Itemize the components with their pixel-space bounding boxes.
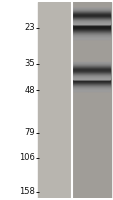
Text: 23: 23 — [25, 23, 35, 32]
Text: 106: 106 — [19, 153, 35, 162]
Text: 79: 79 — [25, 128, 35, 137]
Text: 158: 158 — [19, 187, 35, 196]
Bar — [72, 2, 110, 198]
Text: 35: 35 — [25, 59, 35, 68]
Bar — [37, 2, 71, 198]
Text: 48: 48 — [25, 86, 35, 95]
